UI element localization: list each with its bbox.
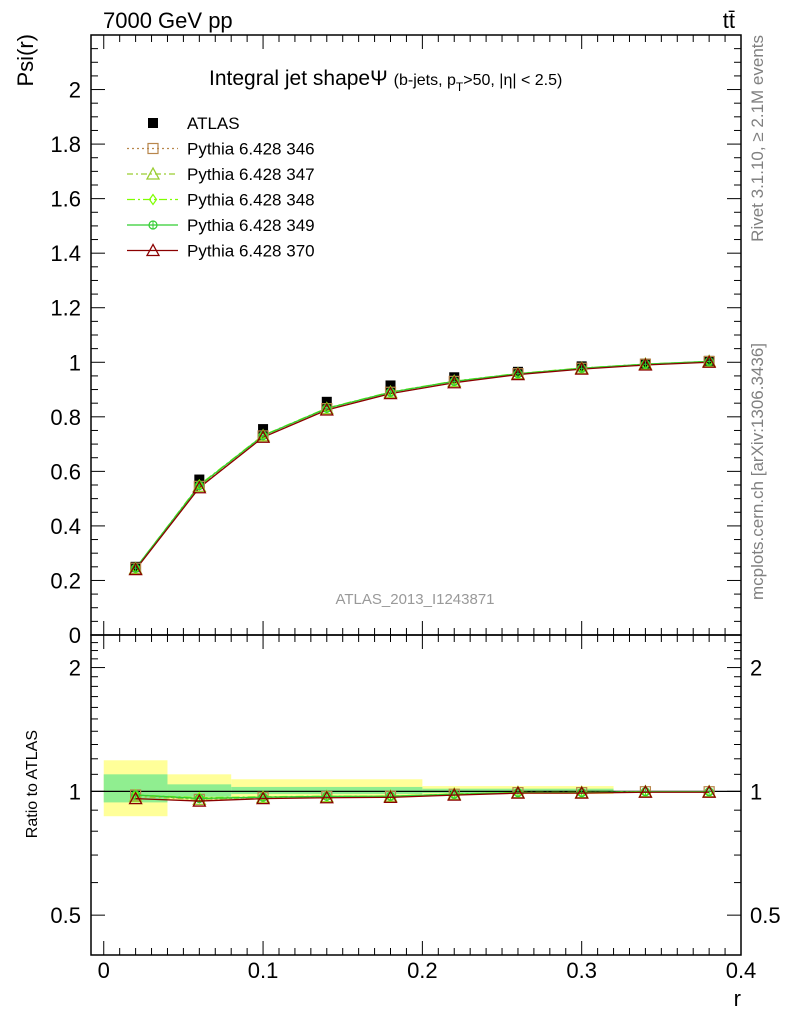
legend-label-2: Pythia 6.428 347 [187, 165, 315, 184]
ratio-point-4-8 [638, 784, 653, 798]
top-y-tick-label: 2 [69, 78, 81, 103]
x-tick-label: 0 [98, 958, 110, 983]
legend-label-1: Pythia 6.428 346 [187, 140, 315, 159]
ratio-y-tick-label: 2 [69, 656, 81, 681]
mc-line-1 [135, 360, 710, 570]
ratio-point-4-9 [702, 784, 717, 798]
ratio-line-4 [135, 791, 710, 802]
top-y-tick-label: 1.4 [50, 241, 81, 266]
top-y-tick-label: 0.4 [50, 514, 81, 539]
process-label: tt̄ [723, 8, 735, 33]
analysis-watermark: ATLAS_2013_I1243871 [335, 591, 494, 608]
ratio-axis-title: Ratio to ATLAS [24, 730, 41, 838]
mc-point-4-8 [638, 357, 653, 371]
legend-entry-0: ATLAS [148, 114, 240, 133]
legend-label-5: Pythia 6.428 370 [187, 242, 315, 261]
legend-marker-1 [147, 142, 159, 155]
x-tick-label: 0.2 [407, 958, 438, 983]
legend-entry-1: Pythia 6.428 346 [127, 140, 315, 159]
ratio-y-tick-label-right: 0.5 [750, 903, 781, 928]
legend-marker-5 [145, 243, 161, 257]
mc-point-4-2 [255, 429, 271, 443]
ratio-point-4-2 [255, 791, 271, 805]
top-y-tick-label: 1.8 [50, 132, 81, 157]
ratio-point-4-6 [510, 785, 526, 799]
ratio-point-4-3 [319, 790, 334, 804]
ratio-y-tick-label: 0.5 [50, 903, 81, 928]
mc-point-2-5 [450, 375, 459, 388]
top-y-tick-label: 1 [69, 350, 81, 375]
legend-label-0: ATLAS [187, 114, 240, 133]
legend-entry-2: Pythia 6.428 347 [127, 165, 315, 184]
top-y-tick-label: 0.2 [50, 568, 81, 593]
mc-point-2-2 [258, 429, 268, 442]
top-y-tick-label: 0.6 [50, 459, 81, 484]
ratio-y-tick-label-right: 2 [750, 656, 762, 681]
rivet-label: Rivet 3.1.10, ≥ 2.1M events [748, 35, 767, 242]
ratio-point-4-4 [383, 789, 398, 803]
legend-marker-4 [148, 220, 158, 230]
mcplots-label: mcplots.cern.ch [arXiv:1306.3436] [748, 343, 767, 600]
mc-point-4-1 [192, 480, 207, 494]
top-y-tick-label: 1.2 [50, 296, 81, 321]
mc-point-2-4 [386, 385, 395, 399]
chart-title: Integral jet shapeΨ (b-jets, pT>50, |η| <… [209, 67, 562, 94]
x-tick-label: 0.4 [726, 958, 757, 983]
legend-entry-5: Pythia 6.428 370 [127, 242, 315, 261]
energy-label: 7000 GeV pp [103, 8, 233, 33]
mc-line-2 [135, 360, 710, 569]
mc-line-4 [135, 361, 710, 570]
mc-point-4-0 [128, 562, 143, 576]
ratio-point-2-0 [131, 788, 140, 802]
legend-entry-3: Pythia 6.428 348 [127, 191, 315, 210]
ratio-point-2-3 [322, 790, 332, 803]
y-axis-title: Psi(r) [13, 34, 38, 87]
mc-point-4-7 [574, 361, 589, 375]
top-y-tick-label: 0 [69, 623, 81, 648]
ratio-band-stat [167, 784, 232, 797]
ratio-point-4-5 [447, 787, 462, 801]
mc-point-2-3 [322, 402, 332, 415]
ratio-point-4-7 [574, 785, 589, 799]
legend-label-4: Pythia 6.428 349 [187, 216, 315, 235]
mc-line-3 [135, 360, 710, 569]
mc-line-0 [135, 360, 710, 569]
mc-point-4-6 [510, 367, 526, 381]
bottom-frame [90, 634, 742, 956]
top-y-tick-label: 1.6 [50, 187, 81, 212]
legend-marker-2 [145, 166, 161, 180]
mc-point-4-9 [702, 354, 717, 368]
legend-entry-4: Pythia 6.428 349 [127, 216, 315, 235]
ratio-point-4-0 [128, 791, 143, 805]
mc-point-4-3 [319, 402, 334, 416]
top-y-tick-label: 0.8 [50, 405, 81, 430]
ratio-point-4-1 [192, 793, 207, 807]
mc-point-4-5 [447, 375, 462, 389]
ratio-point-2-2 [258, 790, 268, 803]
legend-marker-0 [148, 118, 158, 128]
x-axis-title: r [734, 986, 741, 1011]
ratio-y-tick-label: 1 [69, 779, 81, 804]
x-tick-label: 0.1 [248, 958, 279, 983]
x-tick-label: 0.3 [566, 958, 597, 983]
ratio-y-tick-label-right: 1 [750, 779, 762, 804]
mc-point-4-4 [383, 386, 398, 400]
legend-marker-3 [148, 193, 158, 206]
legend-label-3: Pythia 6.428 348 [187, 191, 315, 210]
